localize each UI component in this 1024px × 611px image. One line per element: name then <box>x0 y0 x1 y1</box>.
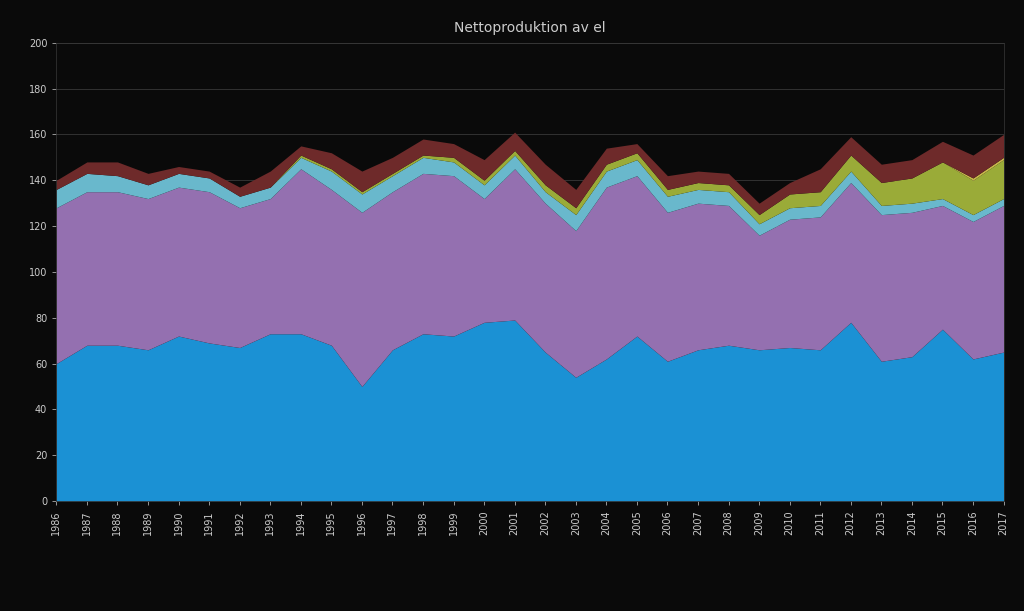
Title: Nettoproduktion av el: Nettoproduktion av el <box>454 21 606 35</box>
